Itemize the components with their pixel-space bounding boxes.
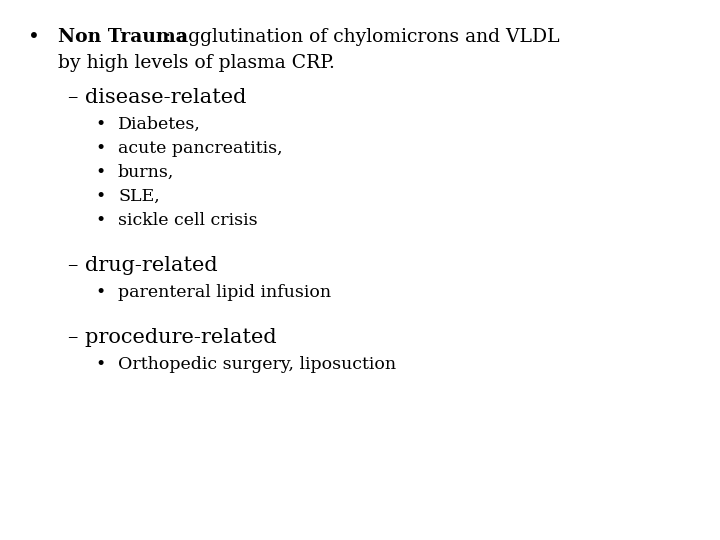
- Text: Orthopedic surgery, liposuction: Orthopedic surgery, liposuction: [118, 356, 396, 373]
- Text: •: •: [95, 188, 105, 205]
- Text: •: •: [95, 140, 105, 157]
- Text: by high levels of plasma CRP.: by high levels of plasma CRP.: [58, 54, 335, 72]
- Text: Non Trauma: Non Trauma: [58, 28, 188, 46]
- Text: •: •: [95, 284, 105, 301]
- Text: parenteral lipid infusion: parenteral lipid infusion: [118, 284, 331, 301]
- Text: sickle cell crisis: sickle cell crisis: [118, 212, 258, 229]
- Text: burns,: burns,: [118, 164, 174, 181]
- Text: – drug-related: – drug-related: [68, 256, 217, 275]
- Text: •: •: [28, 28, 40, 47]
- Text: acute pancreatitis,: acute pancreatitis,: [118, 140, 283, 157]
- Text: •: •: [95, 356, 105, 373]
- Text: Diabetes,: Diabetes,: [118, 116, 201, 133]
- Text: •: •: [95, 164, 105, 181]
- Text: – procedure-related: – procedure-related: [68, 328, 276, 347]
- Text: •: •: [95, 212, 105, 229]
- Text: SLE,: SLE,: [118, 188, 160, 205]
- Text: : agglutination of chylomicrons and VLDL: : agglutination of chylomicrons and VLDL: [165, 28, 559, 46]
- Text: •: •: [95, 116, 105, 133]
- Text: – disease-related: – disease-related: [68, 88, 246, 107]
